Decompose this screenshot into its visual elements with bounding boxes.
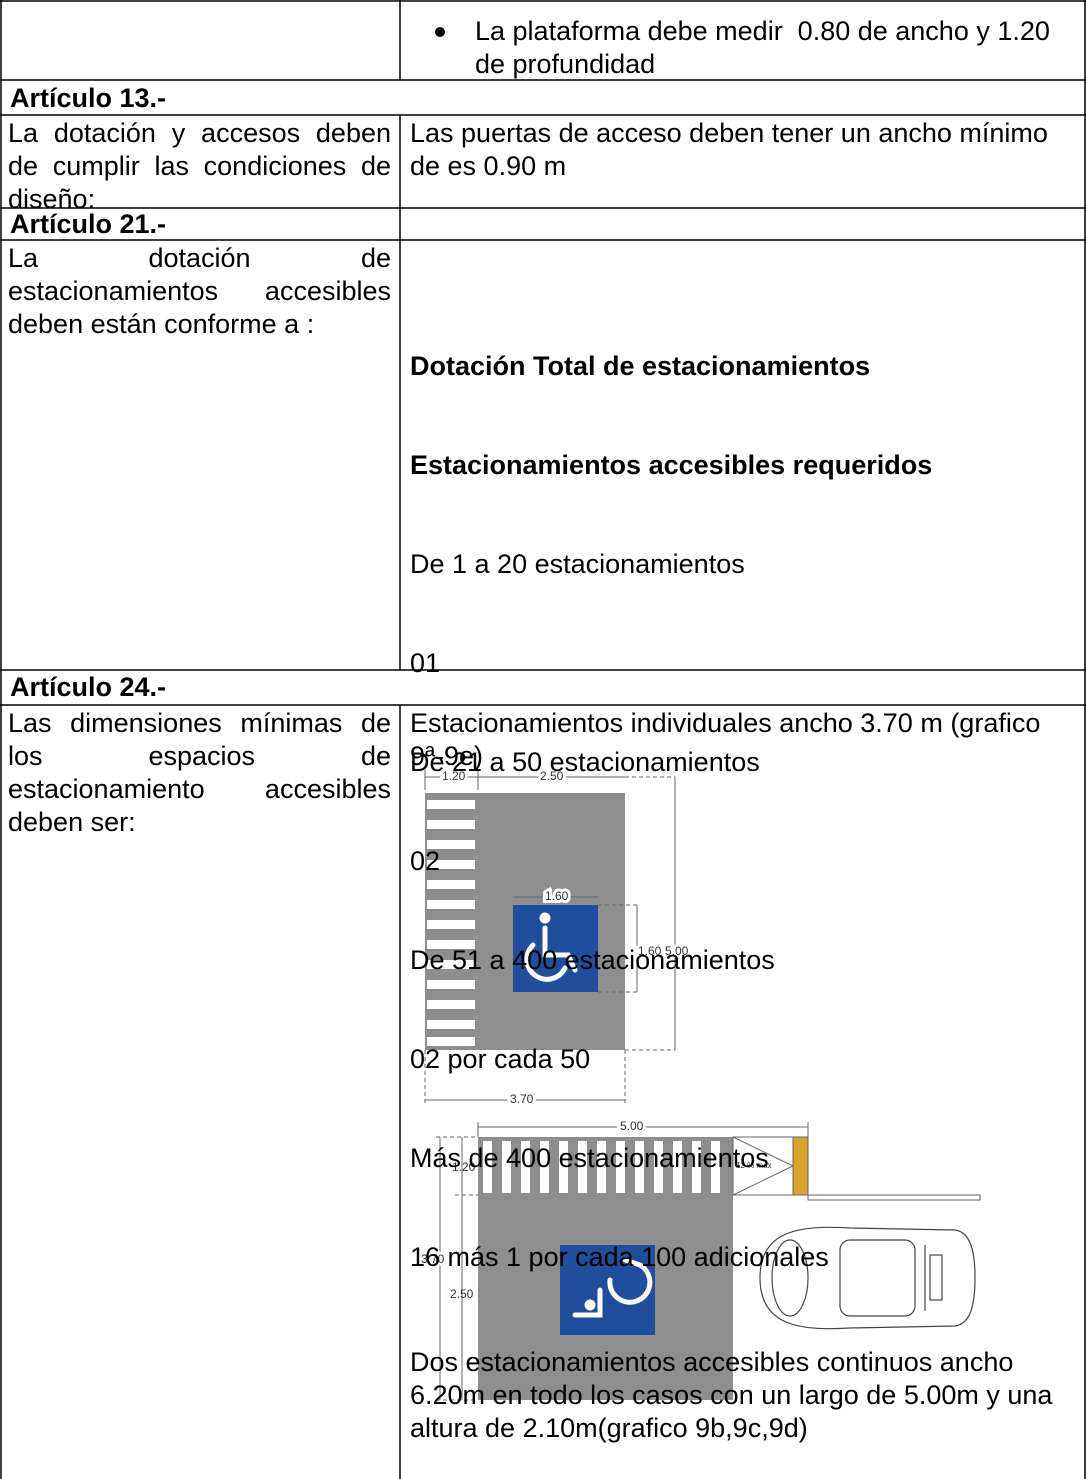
cell-text: Estacionamientos individuales ancho 3.70…: [410, 708, 1041, 771]
list-line: 01: [410, 648, 441, 678]
dim-label: 5.00: [620, 1119, 644, 1133]
ramp-label: 12 % máx: [736, 1161, 772, 1170]
bullet-text: La plataforma debe medir 0.80 de ancho y…: [475, 16, 1058, 79]
dim-label: 2.50: [540, 769, 564, 783]
cell-text: Las dimensiones mínimas de los espacios …: [8, 708, 391, 837]
dim-label: 3.70: [510, 1092, 534, 1106]
list-line: Más de 400 estacionamientos: [410, 1143, 769, 1173]
list-line: De 1 a 20 estacionamientos: [410, 549, 745, 579]
article-heading: Artículo 13.-: [10, 83, 167, 113]
cell-text: La dotación de estacionamientos accesibl…: [8, 243, 391, 339]
cell-text: La dotación y accesos deben de cumplir l…: [8, 118, 391, 214]
article-heading: Artículo 24.-: [10, 672, 167, 702]
car: [759, 1226, 976, 1330]
list-line: De 21 a 50 estacionamientos: [410, 747, 760, 777]
dim-label: 1.20: [442, 769, 466, 783]
list-line: 02 por cada 50: [410, 1044, 591, 1074]
dim-label: 3.70: [421, 1252, 445, 1266]
list-line: 16 más 1 por cada 100 adicionales: [410, 1242, 829, 1272]
dim-label: 5.00: [665, 944, 689, 958]
dim-label: 1.20: [452, 1160, 476, 1174]
list-line: 02: [410, 846, 441, 876]
dim-label: 1.60: [638, 944, 662, 958]
list-header: Estacionamientos accesibles requeridos: [410, 450, 933, 480]
figure-1: 1.20 2.50 1.60 1.60 5.00 3.70: [424, 766, 692, 1109]
figure-2: 5.00 1.20 3.70 2.50 12 % máx: [418, 1116, 981, 1401]
list-header: Dotación Total de estacionamientos: [410, 351, 871, 381]
cell-text: Dos estacionamientos accesibles continuo…: [410, 1347, 1053, 1443]
dim-label: 2.50: [450, 1287, 474, 1301]
list-line: De 51 a 400 estacionamientos: [410, 945, 775, 975]
article-heading: Artículo 21.-: [10, 209, 167, 239]
parking-list: Dotación Total de estacionamientos Estac…: [410, 284, 1080, 1307]
dim-label: 1.60: [545, 889, 569, 903]
cell-text: Las puertas de acceso deben tener un anc…: [410, 118, 1048, 181]
bullet: [435, 27, 445, 37]
